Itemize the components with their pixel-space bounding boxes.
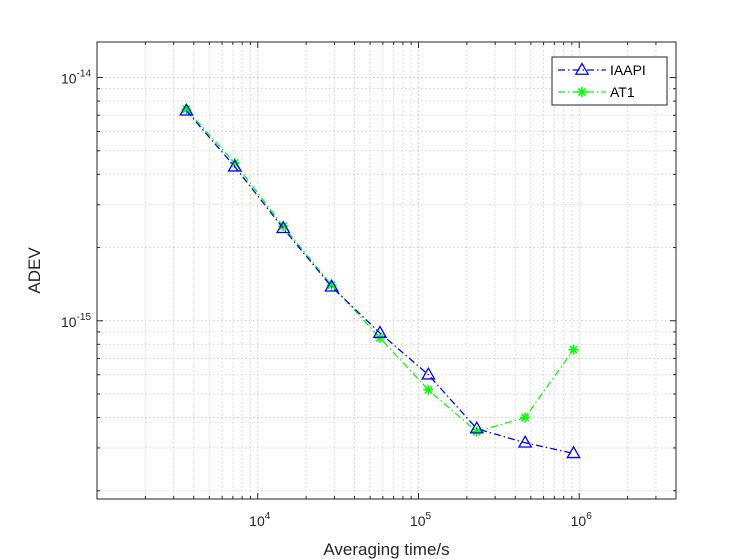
data-point-at1: [520, 412, 531, 423]
x-tick-label-base: 10: [249, 513, 265, 529]
series-iaapi: [179, 102, 581, 459]
series-line-at1: [185, 108, 575, 433]
data-point-at1-stroke: [424, 385, 433, 395]
axes-box: [96, 41, 677, 500]
data-point-iaapi: [324, 278, 339, 292]
data-point-at1-stroke: [569, 345, 578, 354]
x-tick-label-exponent: 5: [425, 511, 431, 522]
x-tick-labels: 104 105 106: [249, 511, 592, 529]
x-tick-label: 105: [410, 511, 432, 529]
legend-item-at1: AT1: [558, 84, 635, 100]
legend-item-iaapi: IAAPI: [558, 62, 646, 78]
y-axis-label: ADEV: [25, 247, 44, 294]
x-axis-label: Averaging time/s: [323, 540, 449, 559]
legend-marker-at1: [577, 87, 587, 97]
data-point-iaapi: [372, 325, 388, 338]
legend-marker-iaapi: [574, 62, 590, 75]
tick-marks: [96, 42, 677, 499]
data-point-iaapi: [566, 445, 581, 459]
data-point-iaapi: [469, 420, 485, 434]
data-point-iaapi: [179, 102, 194, 116]
y-tick-label-base: 10: [61, 314, 77, 330]
y-tick-label-base: 10: [61, 71, 77, 87]
data-point-at1: [471, 426, 482, 437]
legend-marker-at1-stroke: [577, 87, 587, 97]
series-layer: [179, 102, 581, 459]
x-tick-label: 104: [249, 511, 271, 529]
legend-label-at1: AT1: [610, 84, 635, 100]
data-point-iaapi: [517, 434, 533, 448]
data-point-at1: [423, 384, 434, 395]
series-line-iaapi: [185, 110, 574, 454]
data-point-at1-stroke: [520, 413, 530, 422]
y-tick-label: 10-15: [61, 312, 91, 330]
data-point-iaapi: [227, 158, 243, 172]
legend-box: [551, 56, 668, 106]
x-tick-label: 106: [571, 511, 593, 529]
y-tick-label: 10-14: [61, 69, 91, 87]
data-point-iaapi: [421, 366, 436, 380]
y-tick-label-exponent: -14: [77, 69, 92, 80]
x-tick-label-exponent: 6: [586, 511, 592, 522]
axes-background: [97, 42, 676, 499]
data-point-iaapi: [275, 220, 291, 234]
x-tick-label-base: 10: [571, 513, 587, 529]
y-tick-label-exponent: -15: [77, 312, 92, 323]
legend-label-iaapi: IAAPI: [610, 62, 646, 78]
legend: IAAPI AT1: [551, 56, 668, 106]
x-tick-label-exponent: 4: [265, 511, 271, 522]
data-point-at1: [568, 344, 579, 355]
data-point-at1-stroke: [279, 221, 288, 231]
x-tick-label-base: 10: [410, 513, 426, 529]
data-point-at1-stroke: [327, 281, 336, 290]
data-point-at1-stroke: [182, 105, 191, 114]
data-point-at1-stroke: [472, 427, 481, 436]
